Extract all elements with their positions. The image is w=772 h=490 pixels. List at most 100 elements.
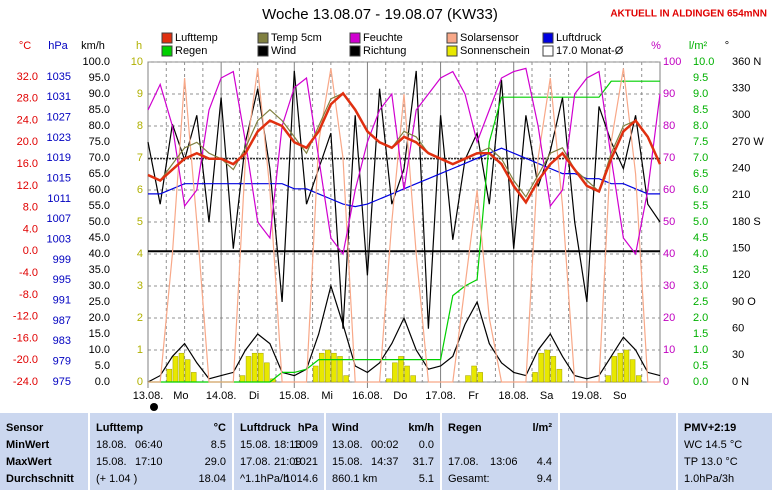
series-line bbox=[148, 68, 660, 383]
legend-swatch bbox=[257, 45, 269, 57]
stats-cell: 31.7 bbox=[413, 456, 434, 468]
y-tick-label: 9 bbox=[137, 88, 143, 100]
y-tick-label: 1 bbox=[137, 344, 143, 356]
sunshine-bar bbox=[471, 365, 477, 383]
y-tick-label: 8.0 bbox=[693, 120, 708, 132]
series-line bbox=[147, 70, 661, 329]
stats-cell: 9.4 bbox=[537, 473, 552, 485]
sunshine-bar bbox=[611, 356, 618, 383]
y-tick-label: 45.0 bbox=[89, 232, 110, 244]
axis-unit: l/m² bbox=[689, 40, 708, 52]
y-tick-label: 40.0 bbox=[89, 248, 110, 260]
sunshine-bar bbox=[617, 352, 624, 383]
stats-cell: 13:06 bbox=[490, 456, 518, 468]
stats-cell: 18:13 bbox=[274, 439, 302, 451]
stats-cell: 18.04 bbox=[198, 473, 226, 485]
stats-header: hPa bbox=[298, 422, 319, 434]
y-tick-label: 20.0 bbox=[89, 312, 110, 324]
stats-cell: 15.08. bbox=[240, 439, 271, 451]
x-weekday-label: Mo bbox=[173, 390, 188, 402]
x-weekday-label: Do bbox=[393, 390, 407, 402]
stats-header: l/m² bbox=[532, 422, 552, 434]
y-tick-label: 0 N bbox=[732, 376, 749, 388]
sunshine-bar bbox=[410, 375, 416, 383]
stats-header: Sensor bbox=[6, 422, 44, 434]
legend-label: Wind bbox=[271, 45, 296, 57]
x-weekday-label: Di bbox=[249, 390, 259, 402]
sunshine-bar bbox=[178, 352, 185, 383]
sunshine-bar bbox=[239, 375, 246, 383]
stats-cell: 4.4 bbox=[537, 456, 552, 468]
y-tick-label: 85.0 bbox=[89, 104, 110, 116]
legend-swatch bbox=[446, 32, 458, 44]
y-tick-label: -8.0 bbox=[19, 289, 38, 301]
y-tick-label: 120 bbox=[732, 269, 750, 281]
stats-header: PMV+2:19 bbox=[684, 422, 736, 434]
legend-swatch bbox=[446, 45, 458, 57]
legend-label: Lufttemp bbox=[175, 32, 218, 44]
y-tick-label: 979 bbox=[53, 356, 71, 368]
y-tick-label: 30 bbox=[732, 349, 744, 361]
y-tick-label: 60.0 bbox=[89, 184, 110, 196]
legend-swatch bbox=[542, 45, 554, 57]
y-tick-label: 6.0 bbox=[693, 184, 708, 196]
y-tick-label: 975 bbox=[53, 376, 71, 388]
y-tick-label: 1035 bbox=[47, 71, 71, 83]
stats-cell: 17:10 bbox=[135, 456, 163, 468]
y-tick-label: 10.0 bbox=[89, 344, 110, 356]
y-tick-label: 4.0 bbox=[693, 248, 708, 260]
legend-swatch bbox=[542, 32, 554, 44]
y-tick-label: 65.0 bbox=[89, 168, 110, 180]
y-tick-label: 2 bbox=[137, 312, 143, 324]
blank-column bbox=[560, 413, 676, 490]
y-tick-label: 30 bbox=[663, 280, 675, 292]
stats-cell: 06:40 bbox=[135, 439, 163, 451]
x-tick-label: 19.08. bbox=[572, 390, 603, 402]
y-tick-label: 4.0 bbox=[23, 223, 38, 235]
stats-column bbox=[442, 413, 558, 490]
y-tick-label: 20 bbox=[663, 312, 675, 324]
stats-header: Wind bbox=[332, 422, 359, 434]
stats-cell: 1.0hPa/3h bbox=[684, 473, 734, 485]
stats-cell: 0.0 bbox=[419, 439, 434, 451]
legend-label: Regen bbox=[175, 45, 207, 57]
y-tick-label: 0.0 bbox=[23, 245, 38, 257]
y-tick-label: -4.0 bbox=[19, 267, 38, 279]
axis-unit: h bbox=[136, 40, 142, 52]
legend-swatch bbox=[349, 32, 361, 44]
sunshine-bar bbox=[325, 349, 331, 383]
stats-cell: 860.1 km bbox=[332, 473, 377, 485]
y-tick-label: 5.5 bbox=[693, 200, 708, 212]
stats-header: Lufttemp bbox=[96, 422, 143, 434]
stats-column bbox=[234, 413, 324, 490]
sunshine-bar bbox=[343, 375, 349, 383]
stats-header: km/h bbox=[408, 422, 434, 434]
sunshine-bar bbox=[245, 356, 252, 383]
axis-unit: ° bbox=[725, 40, 729, 52]
y-tick-label: 1007 bbox=[47, 213, 71, 225]
y-tick-label: 1019 bbox=[47, 152, 71, 164]
y-tick-label: 270 W bbox=[732, 136, 764, 148]
y-tick-label: 0.5 bbox=[693, 360, 708, 372]
x-tick-label: 16.08. bbox=[352, 390, 383, 402]
sunshine-bar bbox=[190, 372, 197, 383]
y-tick-label: 100.0 bbox=[82, 56, 110, 68]
sunshine-bar bbox=[318, 352, 325, 383]
y-tick-label: 0.0 bbox=[693, 376, 708, 388]
sunshine-bar bbox=[386, 378, 392, 383]
sunshine-bar bbox=[404, 365, 410, 383]
y-tick-label: 7.0 bbox=[693, 152, 708, 164]
stats-header: Regen bbox=[448, 422, 482, 434]
legend-swatch bbox=[161, 32, 173, 44]
y-tick-label: 50 bbox=[663, 216, 675, 228]
sunshine-bar bbox=[166, 368, 173, 383]
sunshine-bar bbox=[270, 378, 276, 383]
x-tick-label: 14.08. bbox=[206, 390, 237, 402]
x-weekday-label: Sa bbox=[540, 390, 554, 402]
x-weekday-label: Mi bbox=[321, 390, 333, 402]
y-tick-label: 3.0 bbox=[693, 280, 708, 292]
y-tick-label: 60 bbox=[732, 323, 744, 335]
sunshine-bar bbox=[184, 359, 191, 383]
y-tick-label: -16.0 bbox=[13, 332, 38, 344]
sunshine-bar bbox=[312, 365, 319, 383]
